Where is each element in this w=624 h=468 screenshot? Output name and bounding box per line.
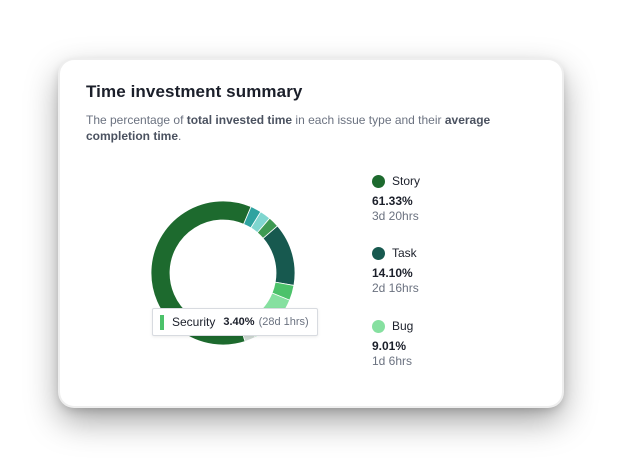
- legend-dot-icon: [372, 246, 385, 260]
- legend-time: 1d 6hrs: [372, 354, 413, 368]
- tooltip-value: 3.40%: [223, 316, 255, 328]
- donut-slice-task[interactable]: [262, 225, 296, 286]
- legend-dot-icon: [372, 319, 385, 333]
- legend-percent: 61.33%: [372, 194, 413, 208]
- legend-label: Bug: [392, 319, 414, 333]
- legend-percent: 14.10%: [372, 266, 413, 280]
- tooltip-time: (28d 1hrs): [258, 316, 309, 328]
- time-investment-card: Time investment summary The percentage o…: [60, 60, 562, 406]
- chart-tooltip: Security 3.40% (28d 1hrs): [152, 308, 318, 336]
- desc-part-3: in each issue type and their: [292, 113, 445, 127]
- card-description: The percentage of total invested time in…: [86, 112, 526, 144]
- tooltip-color-swatch: [160, 314, 164, 330]
- legend-item-bug[interactable]: Bug 9.01% 1d 6hrs: [372, 319, 522, 368]
- card-title: Time investment summary: [86, 82, 303, 101]
- legend-time: 3d 20hrs: [372, 209, 419, 223]
- legend-dot-icon: [372, 174, 385, 188]
- desc-part-2: total invested time: [186, 113, 293, 127]
- legend-label: Story: [392, 174, 421, 188]
- tooltip-label: Security: [172, 315, 216, 329]
- desc-part-7: .: [178, 129, 182, 143]
- legend-label: Task: [392, 246, 417, 260]
- desc-part-6: completion time: [86, 129, 179, 143]
- desc-part-4: average: [444, 113, 491, 127]
- legend-item-story[interactable]: Story 61.33% 3d 20hrs: [372, 174, 522, 223]
- legend-item-task[interactable]: Task 14.10% 2d 16hrs: [372, 246, 522, 295]
- legend-percent: 9.01%: [372, 339, 407, 353]
- legend-time: 2d 16hrs: [372, 281, 419, 295]
- desc-part-1: The percentage of: [86, 113, 187, 127]
